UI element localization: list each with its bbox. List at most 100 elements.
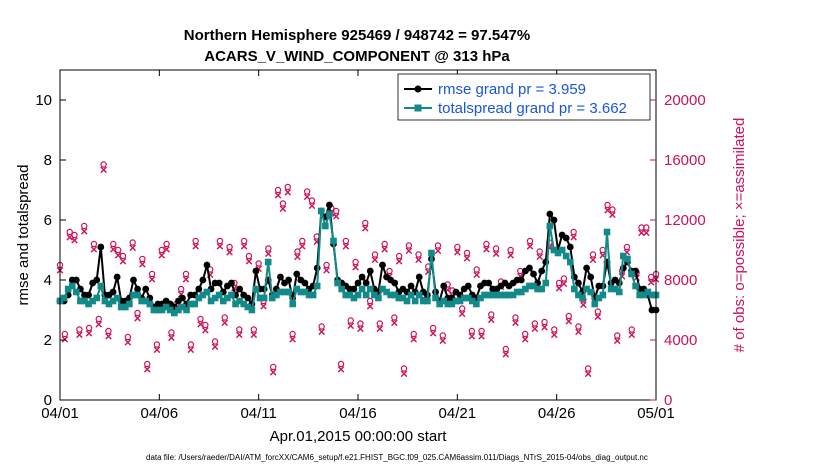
totalspread-point bbox=[477, 294, 484, 302]
totalspread-point bbox=[289, 300, 296, 308]
obs-possible-marker bbox=[76, 326, 83, 333]
legend-rmse-marker bbox=[414, 85, 422, 93]
rmse-point bbox=[85, 291, 92, 299]
obs-possible-marker bbox=[575, 323, 582, 330]
totalspread-point bbox=[387, 291, 394, 299]
obs-assimilated-marker bbox=[366, 303, 374, 310]
obs-possible-marker bbox=[371, 251, 379, 258]
totalspread-point bbox=[636, 291, 643, 299]
totalspread-point bbox=[452, 297, 460, 305]
obs-assimilated-marker bbox=[400, 370, 408, 378]
obs-assimilated-marker bbox=[536, 253, 544, 261]
totalspread-point bbox=[260, 294, 268, 302]
obs-assimilated-marker bbox=[643, 229, 650, 237]
totalspread-point bbox=[195, 294, 203, 302]
totalspread-point bbox=[497, 291, 505, 299]
totalspread-point bbox=[362, 291, 370, 299]
obs-assimilated-marker bbox=[240, 243, 248, 250]
obs-assimilated-marker bbox=[613, 337, 621, 345]
obs-possible-marker bbox=[439, 332, 446, 339]
obs-possible-marker bbox=[270, 363, 277, 371]
obs-assimilated-marker bbox=[216, 243, 224, 250]
totalspread-point bbox=[456, 297, 464, 305]
totalspread-point bbox=[305, 291, 313, 299]
rmse-point bbox=[530, 270, 537, 278]
totalspread-point bbox=[615, 288, 623, 296]
obs-assimilated-marker bbox=[284, 189, 292, 196]
obs-assimilated-marker bbox=[90, 246, 98, 253]
obs-possible-marker bbox=[148, 270, 156, 278]
obs-possible-marker bbox=[332, 207, 340, 215]
totalspread-point bbox=[428, 249, 435, 257]
y-axis-label: rmse and totalspread bbox=[15, 165, 32, 306]
obs-assimilated-marker bbox=[429, 330, 437, 337]
obs-possible-marker bbox=[221, 314, 228, 321]
totalspread-point bbox=[256, 294, 264, 302]
obs-assimilated-marker bbox=[323, 267, 330, 274]
obs-assimilated-marker bbox=[526, 243, 534, 250]
obs-assimilated-marker bbox=[487, 316, 495, 324]
totalspread-point bbox=[142, 297, 150, 305]
obs-possible-marker bbox=[192, 237, 199, 245]
obs-assimilated-marker bbox=[371, 256, 379, 264]
totalspread-point bbox=[122, 303, 129, 311]
obs-possible-marker bbox=[347, 317, 354, 324]
obs-possible-marker bbox=[488, 311, 495, 318]
legend-spread-marker bbox=[414, 104, 422, 112]
obs-possible-marker bbox=[565, 312, 572, 320]
rmse-point bbox=[354, 279, 362, 287]
obs-possible-marker bbox=[308, 197, 316, 204]
y-tick-label: 4 bbox=[44, 272, 52, 289]
totalspread-point bbox=[501, 291, 509, 299]
totalspread-point bbox=[375, 294, 382, 302]
y-tick-label: 10 bbox=[35, 92, 52, 109]
obs-possible-marker bbox=[594, 308, 602, 315]
rmse-point bbox=[550, 216, 558, 224]
obs-possible-marker bbox=[81, 222, 88, 230]
totalspread-point bbox=[64, 285, 72, 293]
obs-assimilated-marker bbox=[192, 243, 199, 250]
obs-assimilated-marker bbox=[512, 319, 519, 327]
obs-assimilated-marker bbox=[260, 303, 267, 310]
obs-possible-marker bbox=[105, 327, 112, 335]
totalspread-point bbox=[219, 297, 227, 305]
rmse-point bbox=[179, 294, 186, 302]
y2-tick-label: 16000 bbox=[664, 152, 706, 169]
totalspread-point bbox=[648, 291, 656, 299]
rmse-point bbox=[562, 234, 570, 242]
totalspread-point bbox=[571, 285, 578, 293]
totalspread-point bbox=[277, 288, 284, 296]
obs-possible-marker bbox=[376, 320, 384, 327]
y-axis: 0 2 4 6 8 10 bbox=[35, 92, 66, 409]
obs-possible-marker bbox=[352, 258, 359, 266]
totalspread-point bbox=[126, 300, 133, 308]
totalspread-point bbox=[130, 291, 137, 299]
obs-possible-marker bbox=[502, 345, 509, 353]
obs-assimilated-marker bbox=[609, 211, 616, 219]
obs-assimilated-marker bbox=[410, 336, 418, 343]
x-tick-label: 05/01 bbox=[637, 405, 675, 422]
totalspread-point bbox=[179, 303, 186, 311]
totalspread-point bbox=[109, 297, 117, 305]
rmse-point bbox=[464, 282, 472, 290]
obs-possible-marker bbox=[211, 338, 219, 345]
totalspread-point bbox=[530, 282, 537, 290]
obs-possible-marker bbox=[226, 243, 233, 251]
obs-assimilated-marker bbox=[405, 247, 413, 255]
obs-possible-marker bbox=[512, 314, 519, 321]
y2-tick-label: 4000 bbox=[664, 332, 697, 349]
obs-possible-marker bbox=[391, 314, 398, 321]
totalspread-point bbox=[444, 300, 452, 308]
obs-possible-marker bbox=[187, 341, 195, 348]
totalspread-point bbox=[522, 285, 529, 293]
obs-possible-marker bbox=[536, 248, 543, 255]
obs-possible-marker bbox=[90, 240, 98, 248]
totalspread-point bbox=[113, 294, 121, 302]
totalspread-point bbox=[248, 306, 256, 314]
obs-assimilated-marker bbox=[580, 301, 587, 309]
rmse-point bbox=[285, 276, 293, 284]
y2-tick-label: 12000 bbox=[664, 212, 706, 229]
obs-assimilated-marker bbox=[507, 252, 514, 259]
obs-possible-marker bbox=[265, 245, 272, 252]
rmse-point bbox=[415, 273, 423, 281]
